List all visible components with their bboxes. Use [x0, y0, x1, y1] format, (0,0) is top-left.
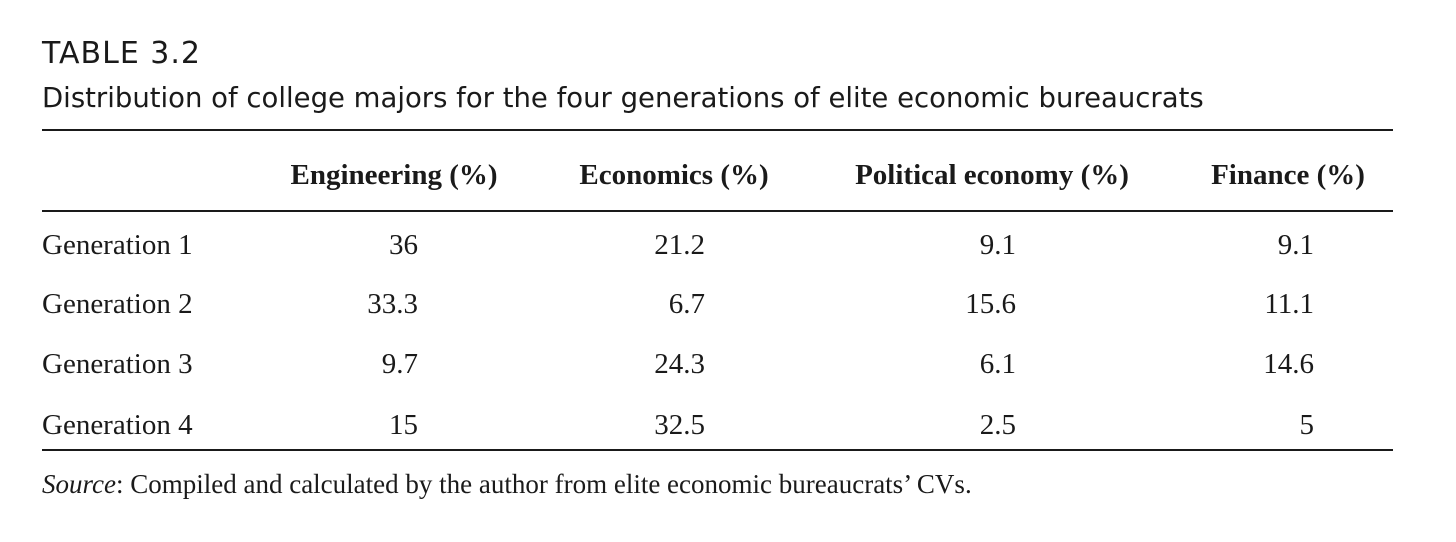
column-header-engineering: Engineering (%) — [290, 159, 498, 191]
source-note: Source: Compiled and calculated by the a… — [42, 464, 972, 504]
bottom-rule — [42, 449, 1393, 451]
cell-gen1-engineering: 36 — [389, 229, 418, 261]
cell-gen4-political-economy: 2.5 — [979, 409, 1016, 441]
cell-gen3-engineering: 9.7 — [381, 348, 418, 380]
cell-gen2-economics: 6.7 — [668, 288, 705, 320]
column-header-political-economy: Political economy (%) — [855, 159, 1129, 191]
cell-gen2-engineering: 33.3 — [367, 288, 418, 320]
cell-gen1-political-economy: 9.1 — [979, 229, 1016, 261]
source-text: : Compiled and calculated by the author … — [115, 469, 972, 499]
cell-gen2-political-economy: 15.6 — [965, 288, 1016, 320]
row-label-generation-3: Generation 3 — [42, 348, 193, 380]
table-title: Distribution of college majors for the f… — [42, 82, 1204, 114]
column-header-finance: Finance (%) — [1211, 159, 1365, 191]
source-prefix: Source — [42, 469, 116, 499]
top-rule — [42, 129, 1393, 131]
cell-gen4-finance: 5 — [1299, 409, 1315, 441]
cell-gen4-economics: 32.5 — [654, 409, 705, 441]
header-rule — [42, 210, 1393, 212]
cell-gen3-finance: 14.6 — [1263, 348, 1314, 380]
row-label-generation-4: Generation 4 — [42, 409, 193, 441]
row-label-generation-1: Generation 1 — [42, 229, 193, 261]
table-label: TABLE 3.2 — [42, 36, 202, 71]
cell-gen3-economics: 24.3 — [654, 348, 705, 380]
row-label-generation-2: Generation 2 — [42, 288, 193, 320]
column-header-economics: Economics (%) — [579, 159, 769, 191]
cell-gen1-economics: 21.2 — [654, 229, 705, 261]
cell-gen2-finance: 11.1 — [1264, 288, 1314, 320]
cell-gen4-engineering: 15 — [389, 409, 418, 441]
cell-gen3-political-economy: 6.1 — [979, 348, 1016, 380]
cell-gen1-finance: 9.1 — [1277, 229, 1314, 261]
